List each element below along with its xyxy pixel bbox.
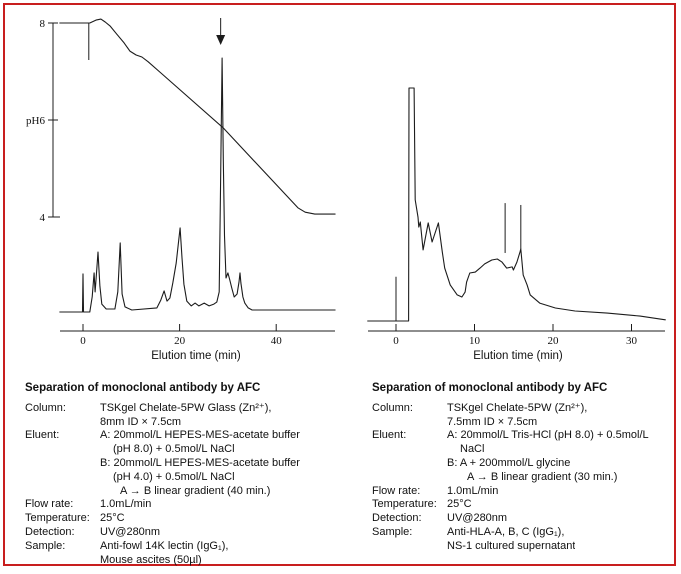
x-axis-tick-label: 20 [174,335,186,347]
caption-field-value: A: 20mmol/L HEPES-MES-acetate buffer [100,429,300,442]
caption-field-label: Flow rate: [372,484,421,497]
caption-row: B: A + 200mmol/L glycine [372,457,674,471]
caption-field-value: (pH 8.0) + 0.5mol/L NaCl [113,443,235,456]
caption-rows: Column: TSKgel Chelate-5PW (Zn²⁺), 7.5mm I… [372,402,674,554]
uv-detector-trace [59,57,336,313]
caption-row: 7.5mm ID × 7.5cm [372,416,674,430]
caption-field-label: Temperature: [372,498,437,511]
caption-row: (pH 4.0) + 0.5mol/L NaCl [25,471,355,485]
x-axis-tick-label: 20 [548,335,560,347]
caption-row: (pH 8.0) + 0.5mol/L NaCl [25,443,355,457]
caption-field-label [25,457,100,471]
ph-axis-tick-label: pH6 [26,115,45,127]
caption-row: A → B linear gradient (30 min.) [372,471,674,485]
caption-row: Column: TSKgel Chelate-5PW (Zn²⁺), [372,402,674,416]
caption-row: 8mm ID × 7.5cm [25,416,355,430]
caption-field-value: (pH 4.0) + 0.5mol/L NaCl [113,470,235,483]
caption-field-value: B: A + 200mmol/L glycine [447,456,571,469]
caption-field-label [372,540,447,554]
caption-row: Sample: Anti-HLA-A, B, C (IgG₁), [372,526,674,540]
ph-gradient-trace [59,18,336,215]
caption-field-label: Sample: [372,525,413,538]
caption-row: Sample: Anti-fowl 14K lectin (IgG₁), [25,540,355,554]
caption-row: Eluent: A: 20mmol/L Tris-HCl (pH 8.0) + 0… [372,429,674,443]
caption-row: Flow rate: 1.0mL/min [372,485,674,499]
caption-field-value: 25°C [100,512,125,525]
peak-arrow-head [216,35,226,45]
caption-field-label: Eluent: [372,429,407,442]
caption-field-value: 25°C [447,498,472,511]
caption-field-label: Temperature: [25,512,90,525]
caption-row: NS-1 cultured supernatant [372,540,674,554]
caption-field-value: UV@280nm [100,525,161,538]
chromatogram-chart-right: 0 10 20 30 Elution time (min) [367,87,666,362]
caption-field-value: A → B linear gradient (40 min.) [120,484,271,497]
caption-title: Separation of monoclonal antibody by AFC [372,382,608,394]
ph-axis-tick-label: 8 [40,18,46,30]
caption-field-value: 1.0mL/min [447,484,499,497]
caption-field-value: B: 20mmol/L HEPES-MES-acetate buffer [100,456,300,469]
caption-field-label: Eluent: [25,429,60,442]
caption-field-value: TSKgel Chelate-5PW Glass (Zn²⁺), [100,401,272,414]
caption-field-label [25,471,100,485]
x-axis-tick-label: 10 [469,335,481,347]
caption-field-value: TSKgel Chelate-5PW (Zn²⁺), [447,401,588,414]
caption-field-label [25,485,100,499]
x-axis-tick-label: 0 [393,335,399,347]
caption-field-label: Column: [372,401,413,414]
caption-row: NaCl [372,443,674,457]
caption-field-label [372,457,447,471]
caption-row: Eluent: A: 20mmol/L HEPES-MES-acetate buf… [25,429,355,443]
caption-row: Detection: UV@280nm [25,526,355,540]
caption-field-value: UV@280nm [447,512,508,525]
ph-axis-tick-label: 4 [40,212,46,224]
caption-field-label: Column: [25,401,66,414]
caption-field-label [25,443,100,457]
caption-field-label: Detection: [372,512,422,525]
caption-field-value: NS-1 cultured supernatant [447,539,576,552]
caption-row: Mouse ascites (50µl) [25,554,355,568]
caption-right: Separation of monoclonal antibody by AFC… [372,382,674,554]
caption-field-label [25,416,100,430]
caption-field-label: Detection: [25,525,75,538]
caption-field-label: Flow rate: [25,498,74,511]
caption-field-label [372,416,447,430]
caption-row: Temperature: 25°C [372,498,674,512]
caption-left: Separation of monoclonal antibody by AFC… [25,382,355,567]
caption-field-value: 1.0mL/min [100,498,152,511]
caption-field-value: A → B linear gradient (30 min.) [467,470,618,483]
caption-row: Column: TSKgel Chelate-5PW Glass (Zn²⁺), [25,402,355,416]
caption-field-label [372,443,447,457]
figure-border-frame [3,3,676,566]
x-axis-tick-label: 0 [80,335,86,347]
caption-field-label: Sample: [25,539,66,552]
caption-field-value: 8mm ID × 7.5cm [100,415,181,428]
caption-row: B: 20mmol/L HEPES-MES-acetate buffer [25,457,355,471]
caption-row: Flow rate: 1.0mL/min [25,498,355,512]
x-axis-title: Elution time (min) [473,350,563,362]
caption-rows: Column: TSKgel Chelate-5PW Glass (Zn²⁺), 8… [25,402,355,568]
caption-field-label [25,554,100,568]
caption-row: A → B linear gradient (40 min.) [25,485,355,499]
caption-field-value: NaCl [460,443,485,456]
x-axis-tick-label: 40 [271,335,283,347]
caption-field-value: 7.5mm ID × 7.5cm [447,415,538,428]
x-axis-title: Elution time (min) [151,350,241,362]
uv-detector-trace [367,87,666,322]
caption-field-value: Anti-HLA-A, B, C (IgG₁), [447,525,565,538]
x-axis-tick-label: 30 [626,335,638,347]
caption-field-value: A: 20mmol/L Tris-HCl (pH 8.0) + 0.5mol/L [447,429,649,442]
chromatogram-chart-left: 0 20 40 Elution time (min) 8 pH6 4 [26,18,336,362]
caption-field-label [372,471,447,485]
caption-row: Temperature: 25°C [25,512,355,526]
caption-row: Detection: UV@280nm [372,512,674,526]
caption-title: Separation of monoclonal antibody by AFC [25,382,261,394]
caption-field-value: Mouse ascites (50µl) [100,553,202,566]
caption-field-value: Anti-fowl 14K lectin (IgG₁), [100,539,229,552]
